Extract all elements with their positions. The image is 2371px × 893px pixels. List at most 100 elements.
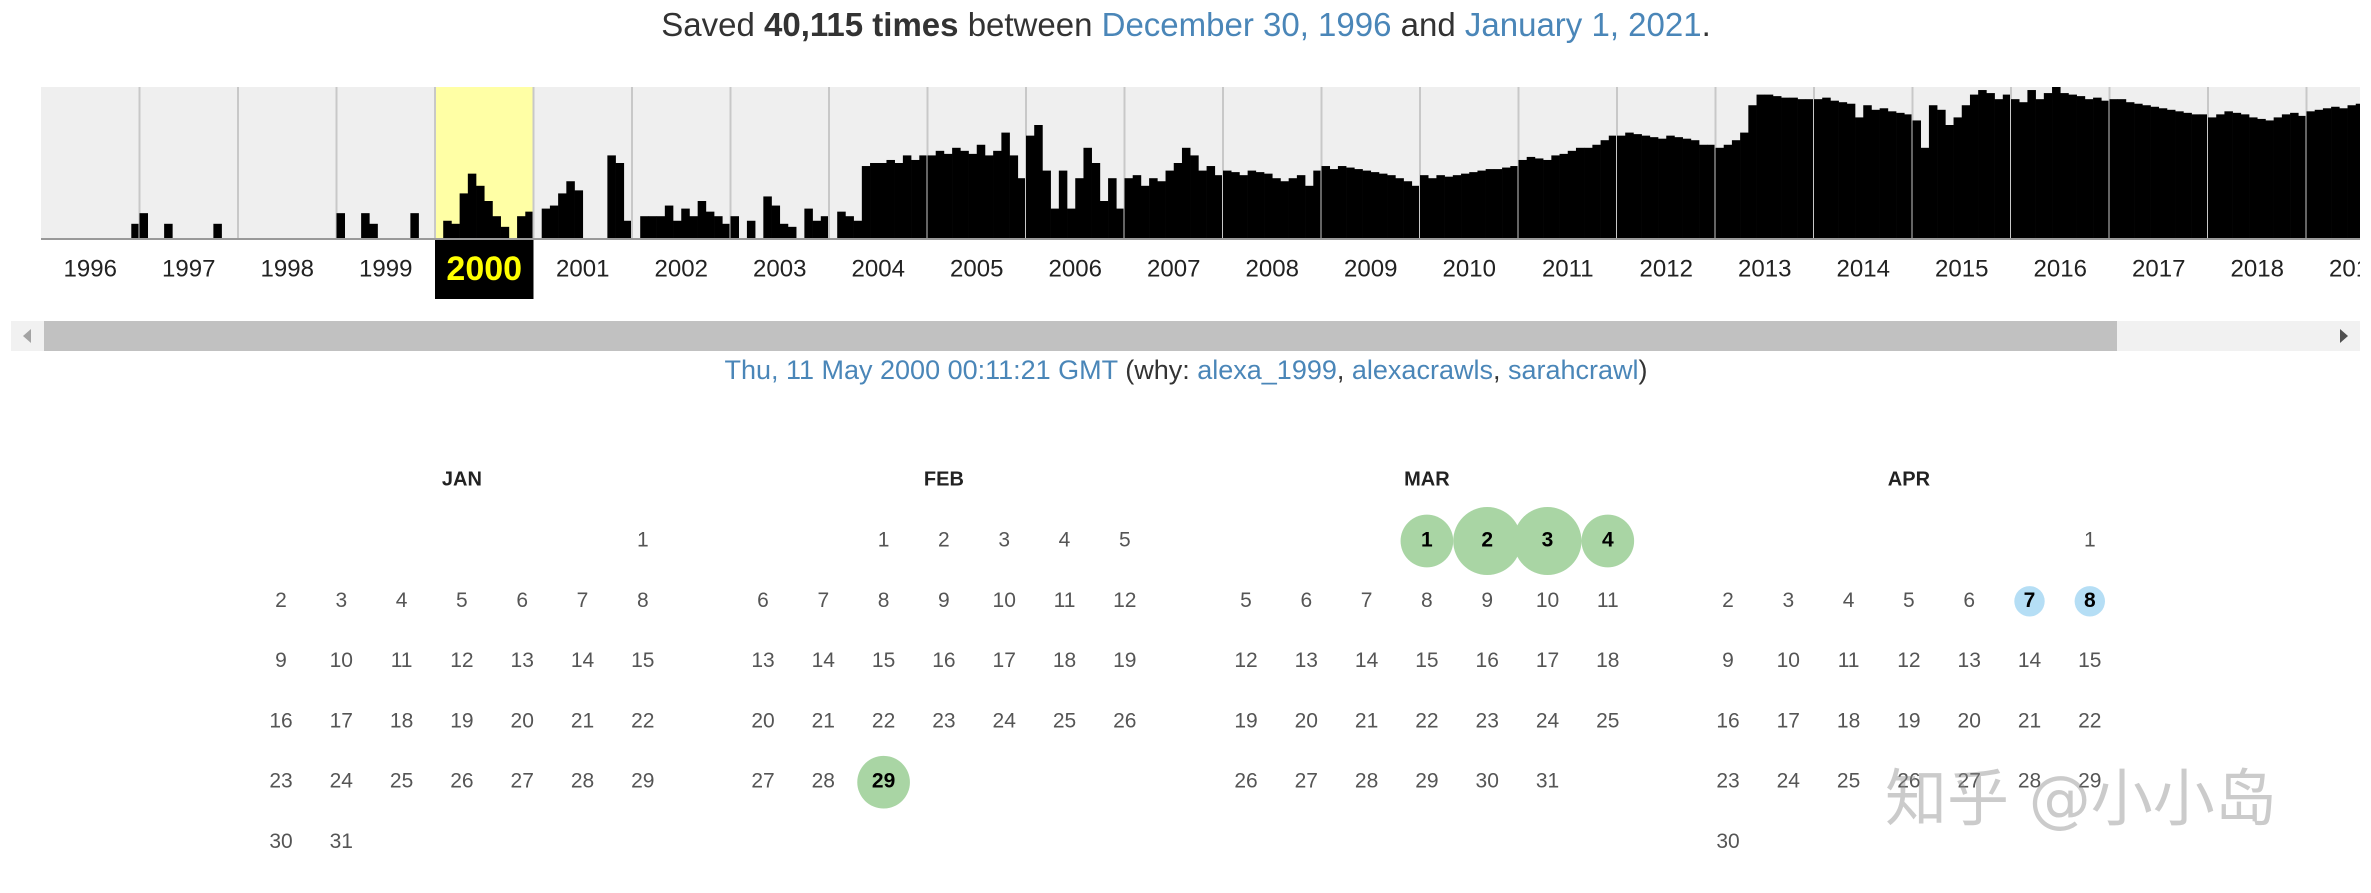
capture-bar bbox=[952, 147, 961, 239]
year-label[interactable]: 1997 bbox=[162, 255, 215, 282]
year-label[interactable]: 2019 bbox=[2329, 255, 2371, 282]
last-capture-link[interactable]: January 1, 2021 bbox=[1465, 6, 1702, 43]
year-label[interactable]: 1999 bbox=[359, 255, 412, 282]
year-label[interactable]: 2004 bbox=[852, 255, 905, 282]
capture-bar bbox=[2339, 108, 2348, 239]
capture-bar bbox=[1764, 94, 1774, 239]
capture-day-circle[interactable] bbox=[1581, 514, 1635, 568]
year-label[interactable]: 2010 bbox=[1443, 255, 1496, 282]
capture-bar bbox=[2208, 117, 2217, 239]
day-number: 29 bbox=[2078, 770, 2101, 793]
day-number: 23 bbox=[1476, 709, 1499, 732]
capture-bar bbox=[1395, 178, 1404, 239]
year-label[interactable]: 2008 bbox=[1246, 255, 1299, 282]
year-label[interactable]: 2016 bbox=[2034, 255, 2087, 282]
year-label[interactable]: 2002 bbox=[655, 255, 708, 282]
day-number: 5 bbox=[1119, 529, 1131, 552]
scroll-left[interactable] bbox=[23, 329, 31, 343]
day-number: 28 bbox=[571, 770, 594, 793]
year-label[interactable]: 2006 bbox=[1049, 255, 1102, 282]
year-label[interactable]: 2015 bbox=[1935, 255, 1988, 282]
capture-bar bbox=[2331, 106, 2340, 239]
capture-bar bbox=[2281, 114, 2291, 239]
capture-bar bbox=[2175, 111, 2184, 239]
day-number: 2 bbox=[938, 529, 950, 552]
capture-bar bbox=[1461, 173, 1470, 239]
reason-link[interactable]: sarahcrawl bbox=[1508, 355, 1639, 385]
first-capture-link[interactable]: December 30, 1996 bbox=[1102, 6, 1392, 43]
capture-bar bbox=[1009, 155, 1019, 239]
day-number: 13 bbox=[751, 649, 774, 672]
capture-bar bbox=[902, 155, 912, 239]
day-number: 31 bbox=[1536, 770, 1559, 793]
capture-bar bbox=[2002, 94, 2012, 239]
day-number[interactable]: 29 bbox=[872, 770, 895, 793]
capture-bar bbox=[2257, 118, 2266, 239]
capture-bar bbox=[1855, 117, 1864, 239]
capture-bar bbox=[1058, 170, 1068, 239]
year-label[interactable]: 2000 bbox=[446, 250, 522, 288]
day-number[interactable]: 8 bbox=[2084, 589, 2096, 612]
year-label[interactable]: 2011 bbox=[1542, 255, 1594, 282]
capture-bar bbox=[1961, 105, 1971, 240]
capture-bar bbox=[927, 155, 937, 239]
year-label[interactable]: 1996 bbox=[64, 255, 117, 282]
capture-day-circle[interactable] bbox=[1513, 507, 1582, 575]
capture-bar bbox=[1108, 178, 1117, 239]
capture-day-circle[interactable] bbox=[2014, 586, 2045, 617]
day-number: 28 bbox=[812, 770, 835, 793]
capture-bar bbox=[2347, 105, 2357, 240]
capture-bar bbox=[664, 205, 674, 239]
reason-link[interactable]: alexa_1999 bbox=[1197, 355, 1337, 385]
year-label[interactable]: 2013 bbox=[1738, 255, 1791, 282]
capture-bar bbox=[336, 213, 346, 239]
year-label[interactable]: 2005 bbox=[950, 255, 1003, 282]
capture-bar bbox=[1288, 178, 1298, 239]
day-number[interactable]: 1 bbox=[1421, 529, 1433, 552]
reason-link[interactable]: alexacrawls bbox=[1352, 355, 1493, 385]
year-label[interactable]: 2007 bbox=[1147, 255, 1200, 282]
capture-day-circle[interactable] bbox=[2074, 586, 2105, 617]
capture-day-circle[interactable] bbox=[1453, 507, 1522, 575]
capture-day-circle[interactable] bbox=[857, 755, 910, 809]
capture-bar bbox=[1206, 166, 1216, 239]
day-number: 14 bbox=[812, 649, 836, 672]
scroll-right[interactable] bbox=[2340, 329, 2348, 343]
why-text: ) bbox=[1639, 355, 1648, 385]
year-label[interactable]: 1998 bbox=[261, 255, 314, 282]
year-label[interactable]: 2017 bbox=[2132, 255, 2185, 282]
year-label[interactable]: 2009 bbox=[1344, 255, 1397, 282]
capture-bar bbox=[1928, 105, 1938, 240]
day-number: 8 bbox=[1421, 589, 1433, 612]
capture-bar bbox=[2232, 112, 2242, 239]
day-number[interactable]: 7 bbox=[2024, 589, 2036, 612]
day-number[interactable]: 3 bbox=[1542, 529, 1554, 552]
day-number[interactable]: 2 bbox=[1481, 529, 1493, 552]
year-label[interactable]: 2003 bbox=[753, 255, 806, 282]
capture-bar bbox=[1846, 103, 1856, 239]
capture-bar bbox=[1354, 169, 1363, 239]
day-number: 16 bbox=[1716, 709, 1739, 732]
month-title: FEB bbox=[924, 468, 964, 490]
day-number: 25 bbox=[390, 770, 413, 793]
capture-bar bbox=[1075, 178, 1084, 239]
capture-bar bbox=[648, 216, 657, 239]
year-label[interactable]: 2001 bbox=[556, 255, 609, 282]
capture-bar bbox=[1346, 167, 1355, 239]
day-number: 30 bbox=[1716, 830, 1739, 853]
year-label[interactable]: 2012 bbox=[1640, 255, 1693, 282]
day-number[interactable]: 4 bbox=[1602, 529, 1614, 552]
capture-bar bbox=[1469, 172, 1478, 239]
day-number: 15 bbox=[872, 649, 895, 672]
year-label[interactable]: 2018 bbox=[2231, 255, 2284, 282]
timestamp-link[interactable]: Thu, 11 May 2000 00:11:21 GMT bbox=[724, 355, 1117, 385]
capture-bar bbox=[812, 220, 822, 239]
day-number: 16 bbox=[269, 709, 292, 732]
capture-bar bbox=[1699, 144, 1708, 239]
scrollbar-thumb[interactable] bbox=[44, 321, 2117, 351]
capture-day-circle[interactable] bbox=[1400, 514, 1454, 568]
capture-bar bbox=[1198, 170, 1207, 239]
day-number: 13 bbox=[511, 649, 534, 672]
year-label[interactable]: 2014 bbox=[1837, 255, 1890, 282]
